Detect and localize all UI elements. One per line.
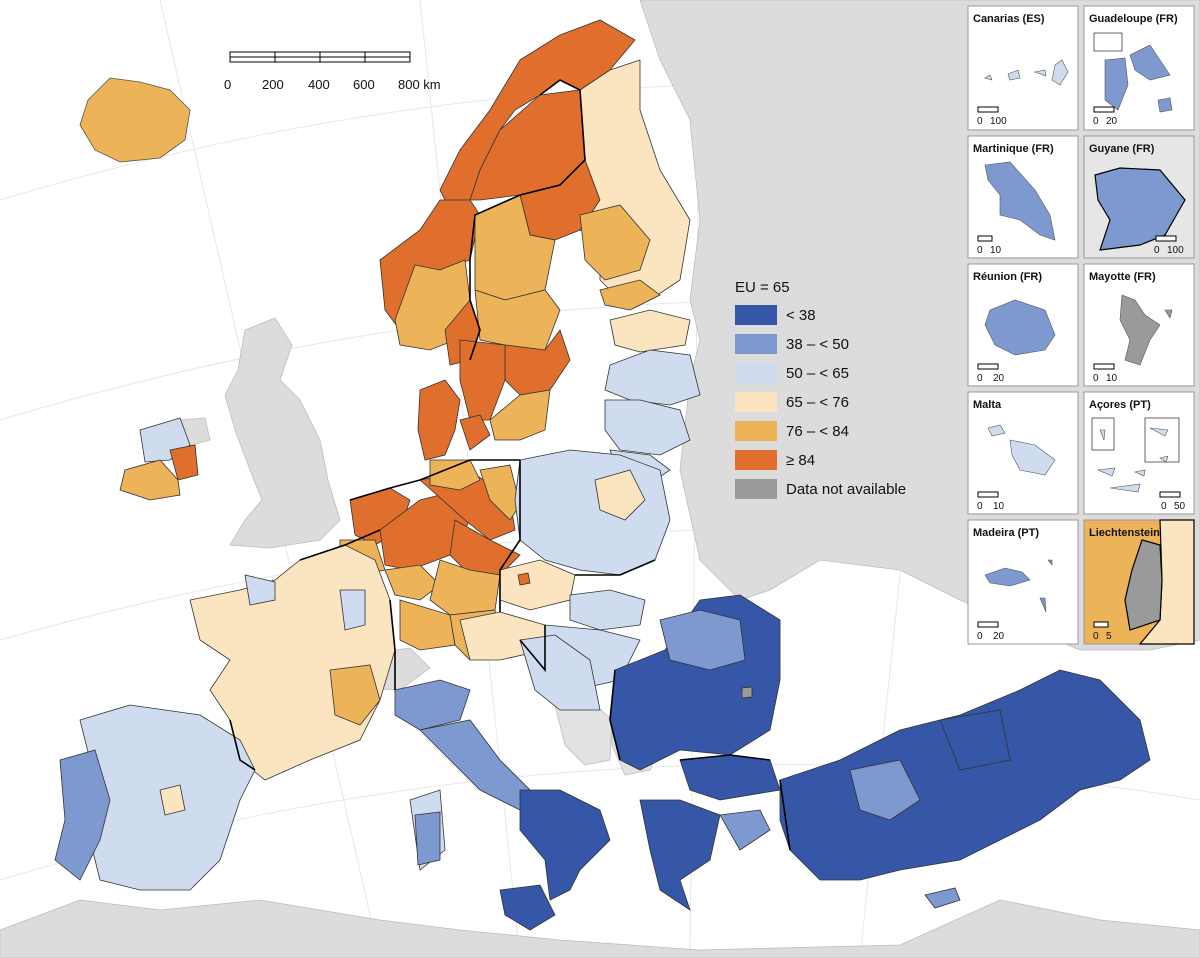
iceland bbox=[79, 77, 191, 163]
inset-scale-1: 20 bbox=[993, 631, 1005, 642]
inset-liechtenstein: Liechtenstein 0 5 bbox=[1083, 519, 1195, 645]
legend-label: < 38 bbox=[786, 307, 816, 324]
inset-title: Martinique (FR) bbox=[973, 143, 1054, 155]
legend-swatch bbox=[735, 421, 777, 441]
inset-title: Réunion (FR) bbox=[973, 271, 1042, 283]
inset-title: Liechtenstein bbox=[1089, 527, 1160, 539]
legend-swatch bbox=[735, 450, 777, 470]
scale-tick-600: 600 bbox=[353, 77, 375, 92]
turkey bbox=[779, 669, 1151, 881]
inset-scale-0: 0 bbox=[977, 116, 983, 127]
inset-mayotte: Mayotte (FR) 0 10 bbox=[1083, 263, 1195, 387]
inset-guyane: Guyane (FR) 0 100 bbox=[1083, 135, 1195, 259]
south-east-europe bbox=[519, 594, 781, 911]
inset-scale-0: 0 bbox=[977, 373, 983, 384]
scale-bar: 0 200 400 600 800 km bbox=[224, 51, 441, 92]
inset-scale-1: 20 bbox=[993, 373, 1005, 384]
inset-guadeloupe: Guadeloupe (FR) 0 20 bbox=[1083, 5, 1195, 131]
inset-scale-1: 10 bbox=[993, 501, 1005, 512]
inset-title: Malta bbox=[973, 399, 1002, 411]
inset-scale-0: 0 bbox=[1154, 245, 1160, 256]
inset-scale-1: 5 bbox=[1106, 631, 1112, 642]
legend: EU = 65 < 38 38 – < 50 50 – < 65 65 – < 76 7… bbox=[735, 279, 906, 499]
inset-scale-1: 20 bbox=[1106, 116, 1118, 127]
inset-reunion: Réunion (FR) 0 20 bbox=[967, 263, 1079, 387]
inset-scale-0: 0 bbox=[977, 245, 983, 256]
legend-swatch bbox=[735, 334, 777, 354]
inset-title: Guadeloupe (FR) bbox=[1089, 13, 1178, 25]
legend-label: 76 – < 84 bbox=[786, 423, 849, 440]
scale-tick-0: 0 bbox=[224, 77, 231, 92]
inset-acores: Açores (PT) 0 50 bbox=[1083, 391, 1195, 515]
cyprus bbox=[924, 887, 961, 909]
inset-scale-1: 10 bbox=[1106, 373, 1118, 384]
iberia bbox=[54, 704, 256, 891]
country-borders bbox=[229, 459, 791, 851]
inset-canarias: Canarias (ES) 0 100 bbox=[967, 5, 1079, 131]
denmark bbox=[417, 379, 491, 461]
inset-scale-1: 10 bbox=[990, 245, 1002, 256]
legend-swatch bbox=[735, 392, 777, 412]
inset-title: Canarias (ES) bbox=[973, 13, 1045, 25]
inset-title: Madeira (PT) bbox=[973, 527, 1039, 539]
legend-label: 38 – < 50 bbox=[786, 336, 849, 353]
inset-scale-1: 100 bbox=[990, 116, 1007, 127]
italy bbox=[394, 679, 611, 931]
legend-swatch bbox=[735, 363, 777, 383]
legend-label: Data not available bbox=[786, 481, 906, 498]
inset-title: Guyane (FR) bbox=[1089, 143, 1155, 155]
legend-swatch bbox=[735, 305, 777, 325]
inset-scale-0: 0 bbox=[1093, 631, 1099, 642]
inset-malta: Malta 0 10 bbox=[967, 391, 1079, 515]
inset-scale-0: 0 bbox=[977, 501, 983, 512]
legend-title: EU = 65 bbox=[735, 279, 790, 296]
inset-scale-1: 50 bbox=[1174, 501, 1186, 512]
legend-swatch bbox=[735, 479, 777, 499]
inset-title: Açores (PT) bbox=[1089, 399, 1151, 411]
inset-scale-0: 0 bbox=[1093, 373, 1099, 384]
legend-label: 65 – < 76 bbox=[786, 394, 849, 411]
baltics bbox=[604, 349, 701, 481]
inset-martinique: Martinique (FR) 0 10 bbox=[967, 135, 1079, 259]
ireland bbox=[119, 417, 199, 501]
inset-scale-0: 0 bbox=[1161, 501, 1167, 512]
legend-label: ≥ 84 bbox=[786, 452, 815, 469]
legend-label: 50 – < 65 bbox=[786, 365, 849, 382]
scandinavia bbox=[379, 19, 691, 441]
inset-scale-0: 0 bbox=[977, 631, 983, 642]
inset-scale-0: 0 bbox=[1093, 116, 1099, 127]
scale-tick-400: 400 bbox=[308, 77, 330, 92]
scale-tick-200: 200 bbox=[262, 77, 284, 92]
inset-madeira: Madeira (PT) 0 20 bbox=[967, 519, 1079, 645]
inset-title: Mayotte (FR) bbox=[1089, 271, 1156, 283]
inset-scale-1: 100 bbox=[1167, 245, 1184, 256]
insets: Canarias (ES) 0 100 Guadeloupe (FR) 0 20… bbox=[967, 5, 1195, 645]
scale-tick-800: 800 km bbox=[398, 77, 441, 92]
